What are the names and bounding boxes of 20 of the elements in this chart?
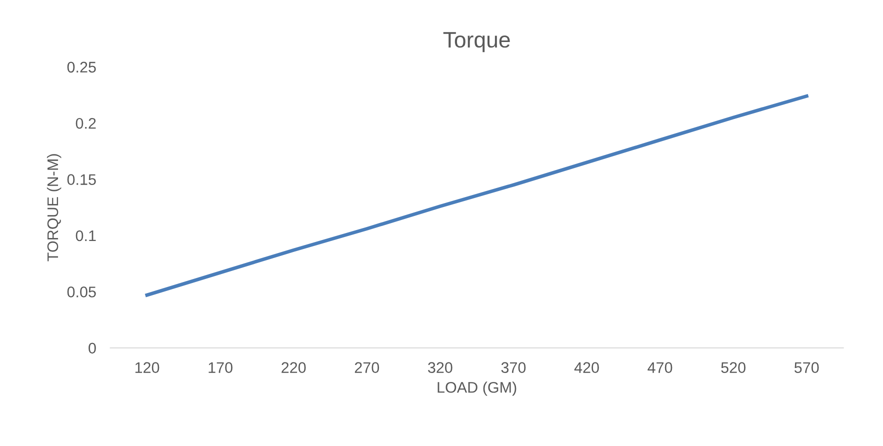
y-tick-label: 0.2: [76, 118, 96, 129]
x-tick-label: 470: [648, 362, 672, 373]
x-tick-label: 120: [135, 362, 160, 373]
x-tick-label: 220: [282, 362, 306, 373]
x-tick-label: 520: [721, 362, 746, 373]
y-axis-title: TORQUE (N-M): [46, 154, 62, 262]
y-tick-label: 0.1: [76, 230, 96, 242]
x-tick-label: 270: [354, 362, 380, 373]
y-tick-label: 0.05: [67, 286, 96, 298]
x-tick-label: 320: [428, 362, 452, 373]
chart-title: Torque: [443, 32, 510, 52]
y-tick-label: 0.25: [67, 62, 96, 73]
x-axis-title: LOAD (GM): [438, 382, 516, 396]
x-tick-label: 420: [574, 362, 599, 373]
x-tick-label: 170: [208, 362, 232, 373]
x-tick-label: 570: [794, 362, 819, 373]
y-tick-label: 0.15: [67, 174, 96, 185]
y-tick-label: 0: [88, 342, 96, 354]
line-series: [145, 94, 808, 297]
x-tick-label: 370: [501, 362, 526, 373]
